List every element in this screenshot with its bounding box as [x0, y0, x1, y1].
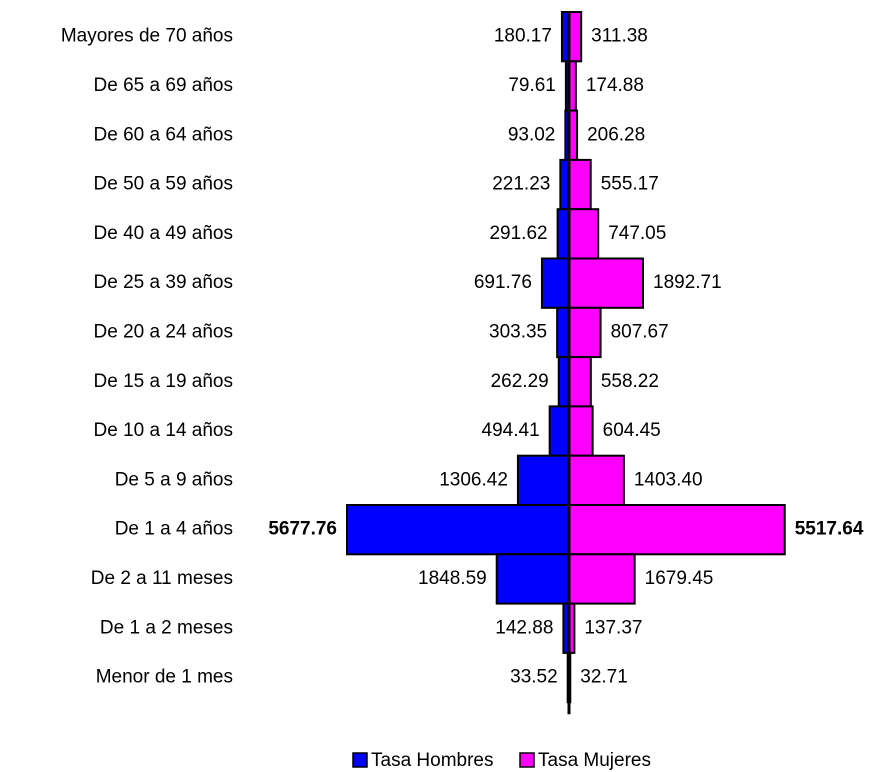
category-label: De 60 a 64 años [94, 124, 233, 145]
category-label: De 20 a 24 años [94, 321, 233, 342]
category-label: De 1 a 2 meses [100, 617, 233, 638]
value-label: 79.61 [508, 75, 556, 96]
bar [568, 11, 583, 63]
value-label: 33.52 [510, 667, 558, 688]
legend-swatch [519, 752, 535, 768]
value-label: 1892.71 [653, 272, 722, 293]
bar [557, 356, 571, 408]
value-label: 1306.42 [439, 469, 508, 490]
value-label: 1679.45 [645, 568, 714, 589]
category-label: De 5 a 9 años [115, 469, 233, 490]
value-label: 262.29 [491, 371, 549, 392]
bar [568, 504, 786, 556]
value-label: 180.17 [494, 26, 552, 47]
value-label: 142.88 [495, 617, 553, 638]
category-label: De 2 a 11 meses [91, 568, 233, 589]
value-label: 1848.59 [418, 568, 487, 589]
bar [346, 504, 570, 556]
category-label: Menor de 1 mes [96, 667, 233, 688]
value-label: 93.02 [508, 124, 556, 145]
value-label: 558.22 [601, 371, 659, 392]
value-label: 174.88 [586, 75, 644, 96]
bar [568, 208, 600, 260]
category-label: De 15 a 19 años [94, 371, 233, 392]
value-label: 291.62 [489, 223, 547, 244]
category-label: De 25 a 39 años [94, 272, 233, 293]
value-label: 32.71 [580, 667, 628, 688]
bar [568, 257, 645, 309]
bar [548, 405, 570, 457]
category-label: De 10 a 14 años [94, 420, 233, 441]
bar [568, 405, 594, 457]
value-label: 311.38 [591, 26, 648, 47]
value-label: 807.67 [611, 321, 669, 342]
bar [568, 158, 592, 211]
bar [568, 306, 602, 359]
value-label: 604.45 [603, 420, 661, 441]
value-label: 221.23 [492, 174, 550, 195]
value-label: 555.17 [601, 174, 659, 195]
bar [540, 257, 570, 309]
value-label: 494.41 [482, 420, 540, 441]
value-label: 5517.64 [795, 519, 864, 540]
legend-label: Tasa Mujeres [538, 750, 651, 771]
legend-label: Tasa Hombres [371, 750, 494, 771]
value-label: 137.37 [584, 617, 642, 638]
value-label: 747.05 [608, 223, 666, 244]
bar [568, 356, 592, 408]
value-label: 5677.76 [268, 519, 337, 540]
bar [516, 454, 570, 507]
value-label: 691.76 [474, 272, 532, 293]
value-label: 206.28 [587, 124, 645, 145]
bar [556, 306, 571, 359]
category-label: De 50 a 59 años [94, 174, 233, 195]
bar [568, 454, 625, 507]
category-label: De 65 a 69 años [94, 75, 233, 96]
category-label: De 1 a 4 años [115, 519, 233, 540]
value-label: 303.35 [489, 321, 547, 342]
category-label: Mayores de 70 años [61, 26, 233, 47]
value-label: 1403.40 [634, 469, 703, 490]
bar [568, 553, 636, 605]
category-label: De 40 a 49 años [94, 223, 233, 244]
bar [556, 208, 570, 260]
bar [495, 553, 571, 605]
legend-swatch [352, 752, 368, 768]
